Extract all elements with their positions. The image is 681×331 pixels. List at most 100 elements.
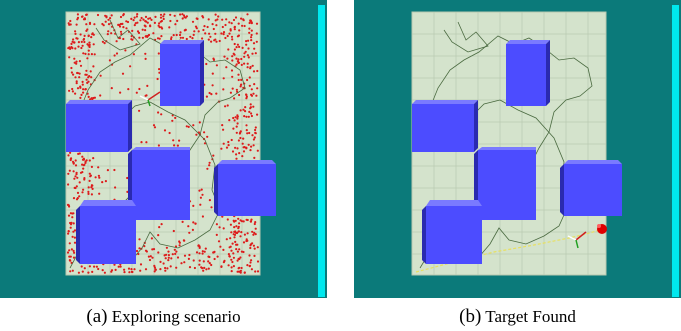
- sample-point: [192, 221, 195, 224]
- sample-point: [233, 230, 236, 233]
- sample-point: [222, 33, 225, 36]
- sample-point: [101, 40, 104, 43]
- sample-point: [245, 147, 248, 150]
- sample-point: [252, 244, 255, 247]
- sample-point: [239, 219, 242, 222]
- sample-point: [90, 36, 93, 39]
- sample-point: [98, 192, 101, 195]
- sample-point: [192, 33, 195, 37]
- sample-point: [249, 103, 252, 106]
- sample-point: [90, 97, 93, 100]
- sample-point: [171, 119, 174, 122]
- sample-point: [110, 269, 114, 272]
- sample-point: [86, 43, 89, 46]
- sample-point: [192, 204, 195, 207]
- sample-point: [231, 242, 234, 245]
- sample-point: [127, 267, 131, 270]
- sample-point: [70, 157, 73, 160]
- sample-point: [178, 244, 181, 247]
- sample-point: [226, 34, 229, 38]
- sample-point: [252, 138, 255, 141]
- sample-point: [83, 17, 86, 20]
- sample-point: [238, 132, 241, 135]
- sample-point: [176, 144, 179, 147]
- sample-point: [73, 241, 77, 244]
- sample-point: [215, 233, 218, 236]
- sample-point: [102, 24, 105, 27]
- sample-point: [74, 92, 77, 95]
- sample-point: [139, 269, 142, 272]
- sample-point: [203, 142, 207, 145]
- sample-point: [88, 172, 91, 175]
- sample-point: [71, 216, 74, 219]
- sample-point: [68, 259, 71, 262]
- sample-point: [222, 30, 226, 34]
- caption-tag: (a): [86, 306, 108, 327]
- sample-point: [82, 88, 85, 91]
- sample-point: [247, 47, 250, 50]
- sample-point: [237, 61, 240, 64]
- sample-point: [133, 268, 136, 271]
- sample-point: [224, 105, 227, 108]
- sample-point: [246, 132, 249, 135]
- sample-point: [94, 176, 97, 179]
- sample-point: [251, 52, 254, 55]
- sample-point: [253, 222, 256, 226]
- sample-point: [76, 176, 79, 179]
- sample-point: [168, 26, 171, 29]
- scene-target-found: [354, 0, 681, 298]
- sample-point: [246, 66, 249, 69]
- sample-point: [192, 124, 195, 127]
- obstacle-box: [474, 147, 536, 220]
- sample-point: [246, 264, 249, 267]
- sample-point: [193, 266, 196, 270]
- sample-point: [158, 68, 161, 71]
- sample-point: [78, 72, 81, 75]
- sample-point: [172, 139, 175, 142]
- sample-point: [244, 110, 247, 113]
- sample-point: [141, 36, 144, 39]
- sample-point: [150, 18, 153, 21]
- sample-point: [232, 256, 235, 259]
- sample-point: [92, 96, 95, 100]
- sample-point: [183, 239, 186, 242]
- sample-point: [69, 226, 72, 229]
- sample-point: [73, 57, 76, 60]
- sample-point: [79, 86, 82, 89]
- sample-point: [158, 71, 161, 74]
- sample-point: [240, 17, 243, 20]
- sample-point: [247, 56, 250, 59]
- sample-point: [250, 145, 253, 148]
- sample-point: [253, 136, 256, 139]
- sample-point: [83, 34, 86, 38]
- sample-point: [230, 35, 234, 38]
- sample-point: [110, 32, 113, 35]
- sample-point: [145, 141, 148, 144]
- sample-point: [85, 69, 88, 72]
- sample-point: [85, 29, 88, 32]
- sample-point: [88, 41, 91, 44]
- sample-point: [73, 236, 76, 239]
- sample-point: [99, 74, 102, 77]
- sample-point: [126, 20, 130, 24]
- sample-point: [231, 260, 234, 264]
- sample-point: [245, 40, 248, 43]
- obstacle-box: [214, 160, 276, 216]
- sample-point: [239, 109, 242, 112]
- sample-point: [118, 25, 122, 28]
- sample-point: [147, 255, 150, 258]
- sample-point: [126, 176, 129, 180]
- sample-point: [88, 265, 91, 268]
- sample-point: [223, 259, 226, 262]
- panel-exploring: [0, 0, 327, 298]
- sample-point: [253, 83, 256, 86]
- sample-point: [81, 270, 84, 273]
- sample-point: [73, 186, 76, 189]
- sample-point: [91, 187, 94, 190]
- sample-point: [168, 131, 171, 135]
- obstacle-box: [160, 40, 204, 106]
- sample-point: [251, 64, 254, 67]
- sample-point: [252, 70, 256, 73]
- sample-point: [206, 167, 209, 170]
- sample-point: [248, 31, 251, 34]
